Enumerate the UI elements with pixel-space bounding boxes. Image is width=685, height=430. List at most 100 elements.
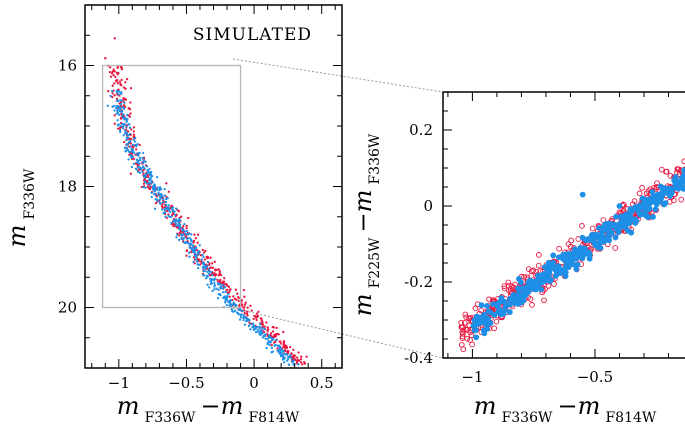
cmd-point (142, 151, 145, 155)
cmd-point (264, 333, 267, 336)
cmd-point (278, 346, 281, 349)
cmd-point (150, 195, 153, 199)
inset-point (584, 236, 591, 243)
cmd-point (111, 70, 114, 74)
cmd-point (228, 302, 231, 305)
cmd-point (150, 181, 153, 185)
cmd-point (256, 330, 260, 333)
cmd-point (290, 352, 293, 355)
cmd-point (104, 57, 107, 60)
cmd-point (203, 258, 206, 261)
cmd-point (170, 215, 173, 218)
cmd-point (206, 264, 209, 267)
inset-point (471, 317, 478, 323)
cmd-point (213, 260, 216, 263)
inset-point (589, 225, 596, 232)
cmd-point (117, 113, 121, 116)
cmd-point (290, 360, 294, 364)
inset-tick-labels: −1 −0.5 0.2 0 -0.2 -0.4 (404, 121, 613, 386)
cmd-point (216, 296, 220, 300)
inset-point (621, 212, 628, 219)
cmd-point (125, 78, 129, 81)
cmd-point (179, 226, 182, 229)
cmd-point (243, 323, 247, 326)
cmd-point (124, 98, 128, 101)
cmd-point (121, 125, 125, 128)
inset-point (612, 245, 619, 251)
cmd-point (270, 346, 274, 349)
inset-point (497, 311, 504, 318)
cmd-point (273, 333, 276, 337)
cmd-point (228, 304, 231, 307)
cmd-point (111, 105, 114, 108)
inset-point (661, 201, 667, 208)
cmd-point (239, 313, 243, 316)
cmd-point (252, 328, 256, 332)
cmd-point (136, 170, 140, 173)
cmd-point (153, 189, 156, 192)
cmd-point (120, 110, 123, 114)
cmd-point (128, 145, 132, 148)
cmd-point (185, 254, 188, 257)
cmd-point (148, 184, 152, 187)
cmd-point (243, 311, 246, 315)
cmd-point (113, 82, 116, 85)
cmd-point (111, 84, 114, 87)
cmd-point (213, 288, 216, 291)
inset-point (681, 167, 685, 174)
inset-point (675, 166, 682, 173)
cmd-point (156, 200, 159, 203)
cmd-point (194, 237, 198, 240)
cmd-point (164, 215, 167, 218)
cmd-point (125, 138, 128, 142)
cmd-point (195, 255, 198, 259)
inset-point (597, 245, 604, 251)
cmd-point (190, 240, 193, 243)
cmd-point (210, 282, 214, 285)
inset-point (477, 318, 483, 325)
cmd-point (247, 324, 251, 328)
cmd-point (138, 171, 142, 174)
inset-point (656, 192, 663, 199)
cmd-point (171, 212, 175, 215)
inset-ylabel: m F225W −m F336W (349, 133, 383, 316)
cmd-point (219, 294, 222, 297)
cmd-point (165, 182, 168, 185)
cmd-point (158, 187, 161, 190)
cmd-point (266, 326, 269, 329)
cmd-point (282, 330, 285, 334)
cmd-point (108, 70, 112, 74)
cmd-point (208, 263, 211, 267)
cmd-point (251, 322, 255, 325)
cmd-point (116, 127, 120, 130)
cmd-point (136, 143, 139, 146)
inset-point (649, 189, 656, 196)
cmd-point (114, 75, 117, 79)
inset-point (461, 319, 468, 326)
cmd-point (130, 128, 133, 131)
cmd-point (177, 222, 180, 225)
x-tick-label: −0.5 (577, 368, 613, 386)
inset-point (663, 168, 670, 175)
cmd-point (221, 284, 224, 287)
cmd-point (201, 248, 205, 252)
cmd-point (129, 172, 133, 175)
x-tick-label: −1 (108, 374, 130, 392)
cmd-point (175, 213, 178, 216)
cmd-point (242, 306, 245, 309)
cmd-point (217, 283, 220, 286)
cmd-point (182, 238, 185, 241)
inset-point (485, 308, 492, 315)
cmd-point (210, 266, 213, 269)
cmd-point (222, 280, 225, 283)
cmd-point (292, 357, 295, 360)
cmd-point (185, 229, 189, 233)
inset-point (546, 263, 552, 270)
inset-point (661, 185, 668, 192)
cmd-point (230, 307, 233, 311)
cmd-point (270, 339, 273, 342)
cmd-point (183, 223, 186, 226)
cmd-point (287, 363, 291, 366)
inset-point (467, 337, 473, 343)
cmd-point (236, 311, 240, 315)
